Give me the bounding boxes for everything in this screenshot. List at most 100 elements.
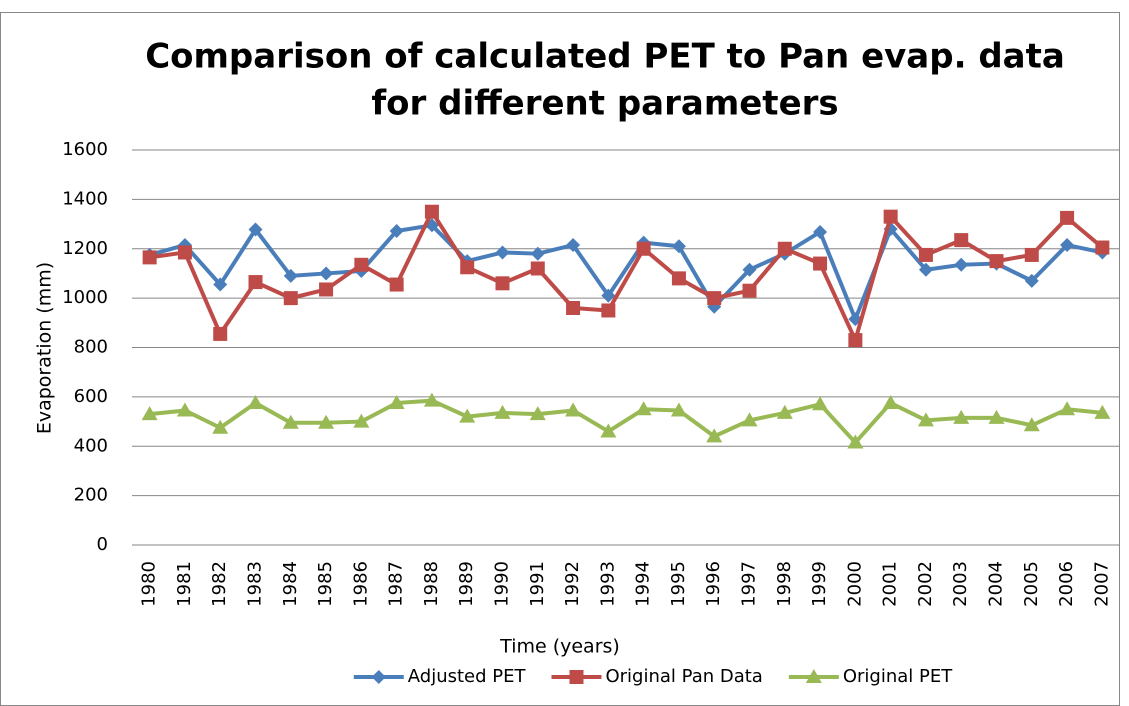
series-line — [149, 398, 1103, 445]
x-tick-label: 2007 — [1091, 561, 1112, 607]
data-point — [917, 412, 934, 427]
data-point — [282, 414, 299, 429]
x-tick-label: 2003 — [950, 561, 971, 607]
data-point — [212, 419, 229, 434]
data-point — [388, 395, 405, 410]
data-point — [742, 283, 757, 298]
data-point — [142, 250, 157, 265]
x-tick-label: 1981 — [174, 561, 195, 607]
data-point — [247, 395, 264, 410]
y-tick-label: 400 — [74, 435, 108, 456]
y-tick-label: 1600 — [62, 139, 108, 160]
data-point — [424, 204, 439, 219]
data-point — [742, 262, 757, 277]
data-point — [248, 275, 263, 290]
data-point — [389, 277, 404, 292]
legend-marker — [371, 670, 386, 684]
data-point — [423, 392, 440, 407]
data-point — [389, 223, 404, 238]
data-point — [213, 326, 228, 341]
data-point — [529, 406, 546, 421]
data-point — [565, 402, 582, 417]
y-axis-label: Evaporation (mm) — [34, 262, 56, 434]
data-point — [141, 406, 158, 421]
x-tick-label: 1987 — [386, 561, 407, 607]
data-point — [600, 423, 617, 438]
data-point — [954, 257, 969, 272]
x-tick-label: 1998 — [774, 561, 795, 607]
data-point — [636, 241, 651, 256]
data-point — [848, 333, 863, 348]
data-point — [494, 404, 511, 419]
data-point — [1024, 247, 1039, 262]
data-point — [989, 254, 1004, 269]
chart-title: for different parameters — [371, 84, 838, 124]
series-line — [149, 223, 1103, 322]
data-point — [248, 222, 263, 237]
x-tick-label: 1986 — [350, 561, 371, 607]
legend-label: Adjusted PET — [408, 666, 527, 687]
data-point — [495, 245, 510, 260]
data-point — [495, 276, 510, 291]
data-point — [671, 239, 686, 254]
data-point — [670, 402, 687, 417]
x-tick-label: 2006 — [1056, 561, 1077, 607]
data-point — [1060, 210, 1075, 225]
data-point — [601, 303, 616, 318]
y-tick-label: 600 — [74, 386, 108, 407]
data-point — [459, 408, 476, 423]
data-point — [847, 434, 864, 449]
data-point — [1023, 417, 1040, 432]
y-tick-label: 200 — [74, 485, 108, 506]
data-point — [954, 233, 969, 248]
x-axis-label: Time (years) — [499, 636, 620, 658]
y-tick-label: 800 — [74, 337, 108, 358]
data-point — [283, 268, 298, 283]
data-point — [883, 209, 898, 224]
y-tick-label: 0 — [97, 534, 108, 555]
data-point — [319, 266, 334, 281]
data-point — [671, 271, 686, 286]
data-point — [918, 262, 933, 277]
data-point — [1095, 240, 1110, 255]
data-point — [706, 428, 723, 443]
data-point — [882, 395, 899, 410]
data-point — [1060, 238, 1075, 253]
data-point — [812, 396, 829, 411]
data-point — [813, 224, 828, 239]
data-point — [213, 277, 228, 292]
data-point — [319, 282, 334, 297]
data-point — [566, 301, 581, 315]
x-tick-label: 1999 — [809, 561, 830, 607]
x-tick-label: 1992 — [562, 561, 583, 607]
legend-marker — [569, 670, 584, 684]
x-tick-label: 2002 — [915, 561, 936, 607]
x-tick-label: 1983 — [245, 561, 266, 607]
data-point — [1059, 401, 1076, 416]
data-point — [1024, 273, 1039, 288]
x-tick-label: 2000 — [844, 561, 865, 607]
data-point — [566, 238, 581, 253]
x-tick-label: 1984 — [280, 561, 301, 607]
data-point — [460, 260, 475, 275]
x-tick-label: 1989 — [456, 561, 477, 607]
data-point — [177, 245, 192, 260]
x-tick-label: 1980 — [139, 561, 160, 607]
x-tick-label: 1995 — [668, 561, 689, 607]
series-line — [149, 209, 1104, 343]
legend-label: Original PET — [843, 666, 953, 687]
data-point — [1094, 404, 1111, 419]
x-tick-label: 1991 — [527, 561, 548, 607]
x-tick-label: 1990 — [492, 561, 513, 607]
x-tick-label: 2001 — [880, 561, 901, 607]
data-point — [353, 413, 370, 428]
data-point — [283, 291, 298, 306]
data-point — [354, 257, 369, 272]
x-tick-label: 1988 — [421, 561, 442, 607]
chart-frame — [0, 12, 1120, 706]
y-tick-label: 1200 — [62, 238, 108, 259]
x-tick-label: 1996 — [703, 561, 724, 607]
x-tick-label: 1997 — [739, 561, 760, 607]
data-point — [176, 402, 193, 417]
